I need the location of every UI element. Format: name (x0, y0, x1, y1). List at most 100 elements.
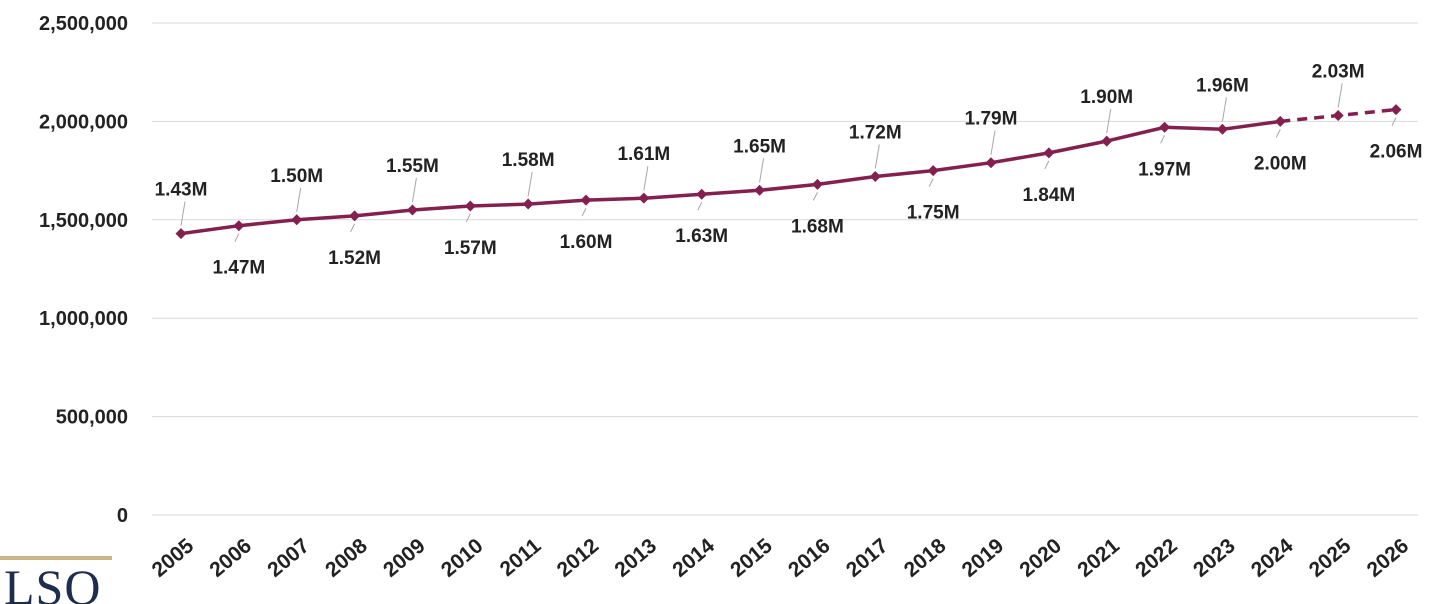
data-label-leader (180, 201, 186, 226)
x-tick-label: 2006 (205, 534, 256, 582)
data-label-leader (697, 201, 703, 211)
data-label-leader (643, 166, 649, 191)
data-point-marker (754, 184, 766, 196)
y-tick-label: 2,000,000 (39, 111, 128, 133)
y-tick-label: 0 (117, 505, 128, 527)
x-tick-label: 2011 (496, 534, 546, 581)
data-point-marker (233, 220, 245, 232)
data-label-leader (759, 158, 765, 183)
data-label-leader (1160, 135, 1166, 144)
y-tick-label: 500,000 (56, 407, 128, 429)
y-tick-label: 1,500,000 (39, 210, 128, 232)
data-label-leader (1106, 108, 1112, 134)
data-point-marker (175, 228, 187, 240)
data-label: 1.60M (560, 232, 613, 253)
x-tick-label: 2013 (610, 534, 661, 582)
y-tick-label: 2,500,000 (39, 13, 128, 35)
data-label: 1.58M (502, 150, 555, 171)
data-label: 1.84M (1022, 185, 1075, 206)
data-point-marker (522, 198, 534, 210)
data-point-marker (1216, 123, 1228, 135)
data-label-leader (1221, 97, 1227, 122)
x-axis-tick-labels: 2005 2006 2007 2008 2009 2010 2011 2012 2013 2014… (148, 534, 1414, 582)
logo-rule (0, 556, 112, 560)
data-label-leader (411, 177, 417, 203)
data-label: 1.97M (1138, 159, 1191, 180)
data-label-leader (234, 233, 240, 242)
x-tick-label: 2007 (263, 534, 314, 582)
x-tick-label: 2026 (1363, 534, 1414, 582)
x-tick-label: 2018 (900, 534, 951, 582)
data-label: 1.55M (386, 156, 439, 177)
data-label-leader (812, 192, 818, 201)
data-label: 2.06M (1370, 142, 1423, 163)
data-point-marker (464, 200, 476, 212)
data-label-leader (350, 223, 356, 233)
data-point-marker (811, 178, 823, 190)
data-label: 1.61M (617, 144, 670, 165)
data-label: 1.90M (1080, 87, 1133, 108)
data-labels: 1.43M 1.47M 1.50M 1.52M 1.55M 1.57M 1.58M 1.60M… (155, 61, 1423, 278)
x-tick-label: 2008 (321, 534, 372, 582)
x-tick-label: 2023 (1189, 534, 1240, 582)
data-point-marker (1043, 147, 1055, 159)
data-point-marker (291, 214, 303, 226)
data-label: 1.47M (212, 258, 265, 279)
logo-text: LSO (4, 559, 102, 604)
data-label-leader (1044, 160, 1050, 170)
series-line-actual (180, 119, 1281, 236)
data-point-marker (349, 210, 361, 222)
x-tick-label: 2012 (553, 534, 604, 582)
gridlines (152, 22, 1418, 516)
data-label: 1.43M (155, 180, 208, 201)
data-label: 2.03M (1312, 61, 1365, 82)
data-label-leader (1275, 129, 1281, 138)
data-point-marker (406, 204, 418, 216)
x-tick-label: 2020 (1015, 534, 1066, 582)
x-tick-label: 2016 (784, 534, 835, 582)
x-tick-label: 2024 (1247, 534, 1298, 582)
data-point-marker (1274, 115, 1286, 127)
x-tick-label: 2005 (148, 534, 199, 582)
data-label-leader (1337, 83, 1343, 108)
y-axis-tick-labels: 0 500,000 1,000,000 1,500,000 2,000,000 2,500… (39, 13, 128, 527)
data-label: 1.65M (733, 136, 786, 157)
x-tick-label: 2019 (958, 534, 1009, 582)
data-point-marker (638, 192, 650, 204)
x-tick-label: 2022 (1131, 534, 1182, 582)
x-tick-label: 2017 (842, 534, 893, 582)
series-markers (175, 104, 1402, 240)
data-label-leader (581, 207, 587, 217)
data-label-leader (527, 171, 533, 197)
data-label-leader (465, 213, 471, 223)
x-tick-label: 2025 (1305, 534, 1356, 582)
data-point-marker (580, 194, 592, 206)
data-label-leader (874, 144, 880, 169)
data-label: 1.63M (675, 226, 728, 247)
data-point-marker (696, 188, 708, 200)
y-tick-label: 1,000,000 (39, 308, 128, 330)
x-tick-label: 2021 (1073, 534, 1124, 582)
data-label: 1.50M (270, 166, 323, 187)
x-tick-label: 2010 (437, 534, 488, 582)
x-tick-label: 2014 (668, 534, 719, 582)
data-label-leader (990, 130, 996, 155)
data-label-leader (296, 187, 302, 212)
data-label: 1.52M (328, 248, 381, 269)
data-label: 1.79M (965, 109, 1018, 130)
data-label-leader (1391, 117, 1397, 126)
data-point-marker (1332, 109, 1344, 121)
data-point-marker (1101, 135, 1113, 147)
series-line (180, 107, 1397, 236)
data-label: 1.57M (444, 238, 497, 259)
data-point-marker (1159, 121, 1171, 133)
data-label: 1.75M (907, 203, 960, 224)
lso-logo: LSO (0, 556, 112, 604)
data-point-marker (869, 171, 881, 183)
data-label: 1.72M (849, 123, 902, 144)
data-label: 1.96M (1196, 75, 1249, 96)
data-point-marker (1390, 104, 1402, 116)
data-label: 2.00M (1254, 153, 1307, 174)
